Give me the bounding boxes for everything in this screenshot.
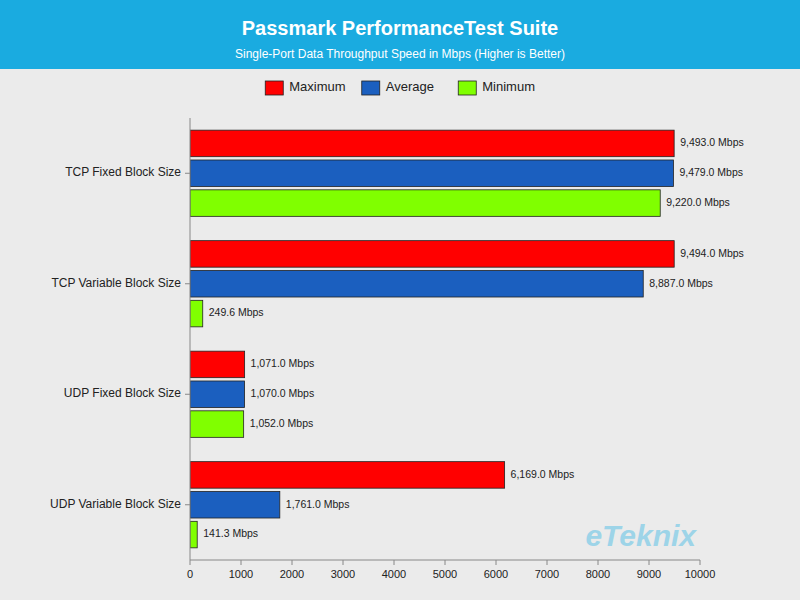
x-tick: [547, 560, 548, 565]
x-tick: [394, 560, 395, 565]
y-tick: [185, 283, 190, 284]
x-tick: [598, 560, 599, 565]
y-tick: [185, 394, 190, 395]
x-tick-label: 8000: [586, 568, 610, 580]
bar: [190, 130, 674, 157]
x-axis-line: [190, 560, 700, 561]
data-label: 1,071.0 Mbps: [251, 357, 315, 369]
header: [0, 0, 800, 69]
bar: [190, 381, 245, 408]
data-label: 8,887.0 Mbps: [649, 277, 713, 289]
y-axis-line: [190, 118, 191, 560]
x-tick: [241, 560, 242, 565]
x-tick-label: 1000: [229, 568, 253, 580]
legend-swatch: [458, 81, 476, 95]
data-label: 9,220.0 Mbps: [666, 196, 730, 208]
legend-label: Minimum: [482, 79, 535, 94]
x-tick: [700, 560, 701, 565]
y-axis: UDP Variable Block Size UDP Fixed Block S…: [50, 165, 190, 511]
bar: [190, 491, 280, 518]
data-label: 1,052.0 Mbps: [250, 417, 314, 429]
bar: [190, 160, 673, 187]
legend-label: Average: [386, 79, 434, 94]
data-label: 1,070.0 Mbps: [251, 387, 315, 399]
category-label: UDP Fixed Block Size: [64, 386, 181, 400]
x-tick-label: 3000: [331, 568, 355, 580]
x-tick: [292, 560, 293, 565]
bar: [190, 462, 505, 489]
title: Passmark PerformanceTest Suite: [242, 17, 558, 39]
x-tick-label: 7000: [535, 568, 559, 580]
x-tick-label: 4000: [382, 568, 406, 580]
data-label: 9,493.0 Mbps: [680, 136, 744, 148]
bars: [190, 130, 674, 548]
y-tick: [185, 504, 190, 505]
data-label: 1,761.0 Mbps: [286, 498, 350, 510]
category-label: UDP Variable Block Size: [50, 497, 181, 511]
x-tick-label: 2000: [280, 568, 304, 580]
category-label: TCP Variable Block Size: [51, 276, 181, 290]
legend-label: Maximum: [289, 79, 345, 94]
bar: [190, 300, 203, 327]
bar: [190, 411, 244, 438]
category-label: TCP Fixed Block Size: [65, 165, 181, 179]
data-label: 141.3 Mbps: [203, 527, 258, 539]
x-tick-label: 5000: [433, 568, 457, 580]
data-labels: 6,169.0 Mbps 1,761.0 Mbps 141.3 Mbps 1,071.…: [203, 136, 744, 539]
x-tick: [190, 560, 191, 565]
subtitle: Single-Port Data Throughput Speed in Mbp…: [235, 47, 565, 61]
data-label: 9,479.0 Mbps: [679, 166, 743, 178]
data-label: 6,169.0 Mbps: [511, 468, 575, 480]
x-tick-label: 9000: [637, 568, 661, 580]
data-label: 9,494.0 Mbps: [680, 247, 744, 259]
watermark: eTeknix: [585, 519, 697, 552]
bar: [190, 270, 643, 297]
x-tick: [343, 560, 344, 565]
legend: Maximum Average Minimum: [265, 79, 535, 95]
data-label: 249.6 Mbps: [209, 306, 264, 318]
x-tick-label: 6000: [484, 568, 508, 580]
x-axis: 0 1000 2000 3000 4000 5000 6000 7000 8000 9000 100…: [187, 560, 715, 580]
x-tick-label: 10000: [685, 568, 716, 580]
x-tick: [649, 560, 650, 565]
background: [0, 0, 800, 600]
legend-swatch: [362, 81, 380, 95]
chart: Passmark PerformanceTest Suite Single-Por…: [0, 0, 800, 600]
x-tick: [445, 560, 446, 565]
x-tick-label: 0: [187, 568, 193, 580]
bar: [190, 190, 660, 217]
bar: [190, 351, 245, 378]
legend-swatch: [265, 81, 283, 95]
x-tick: [496, 560, 497, 565]
bar: [190, 241, 674, 268]
bar: [190, 521, 197, 548]
y-tick: [185, 173, 190, 174]
